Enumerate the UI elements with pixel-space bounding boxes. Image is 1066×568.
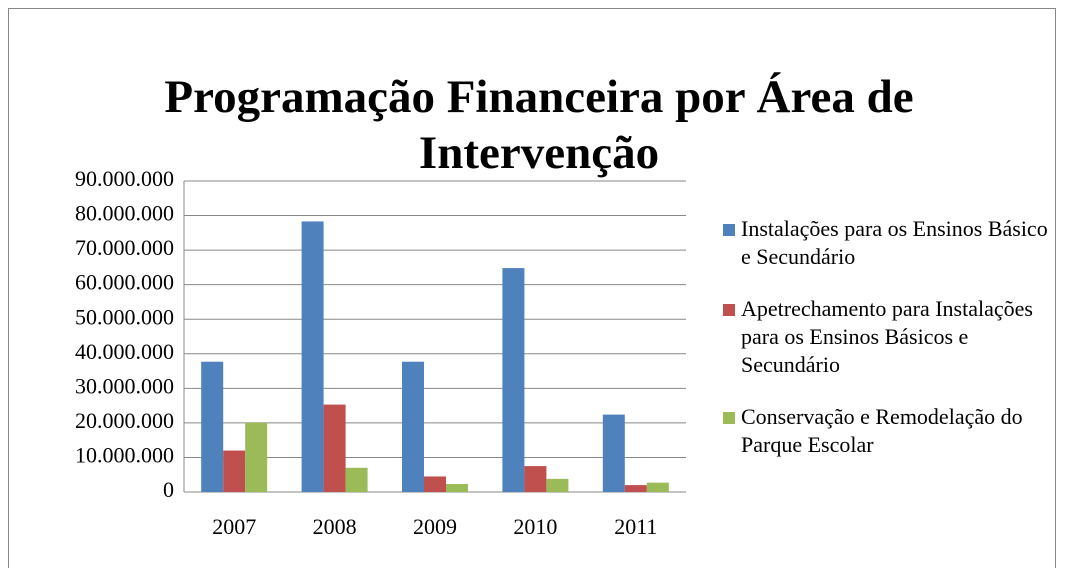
bar <box>402 361 424 492</box>
x-tick-label: 2010 <box>513 514 557 539</box>
chart-title: Programação Financeira por Área de Inter… <box>164 71 914 179</box>
x-tick-label: 2007 <box>212 514 256 539</box>
chart: Programação Financeira por Área de Inter… <box>8 8 1056 568</box>
y-tick-label: 80.000.000 <box>75 201 174 226</box>
y-tick-label: 30.000.000 <box>75 373 174 398</box>
y-tick-label: 20.000.000 <box>75 408 174 433</box>
legend-label: Instalações para os Ensinos Básico e Sec… <box>741 216 1048 269</box>
y-tick-label: 90.000.000 <box>75 166 174 191</box>
bar <box>345 467 368 492</box>
bar <box>245 422 268 492</box>
bar <box>223 450 246 492</box>
bar <box>323 404 346 492</box>
bar <box>624 485 647 492</box>
legend-item: Conservação e Remodelação do Parque Esco… <box>723 403 1053 459</box>
bar <box>524 466 547 492</box>
legend-label: Apetrechamento para Instalações para os … <box>741 296 1033 377</box>
bar <box>424 476 446 492</box>
y-tick-label: 40.000.000 <box>75 339 174 364</box>
bar <box>502 268 525 492</box>
bar <box>446 484 468 492</box>
x-tick-label: 2011 <box>614 514 657 539</box>
legend-swatch <box>723 304 735 316</box>
bar <box>602 414 625 492</box>
legend-label: Conservação e Remodelação do Parque Esco… <box>741 404 1023 457</box>
bar <box>646 482 669 492</box>
plot: 0 10.000.000 20.000.000 30.000.000 40.000.00… <box>75 166 686 539</box>
y-tick-label: 10.000.000 <box>75 442 174 467</box>
bar <box>546 478 569 492</box>
legend-swatch <box>723 412 735 424</box>
legend-item: Instalações para os Ensinos Básico e Sec… <box>723 215 1053 271</box>
y-tick-label: 70.000.000 <box>75 235 174 260</box>
bar <box>201 361 224 492</box>
x-tick-label: 2009 <box>413 514 457 539</box>
bar <box>301 221 324 492</box>
y-tick-label: 50.000.000 <box>75 304 174 329</box>
legend-item: Apetrechamento para Instalações para os … <box>723 295 1053 379</box>
y-tick-label: 0 <box>163 477 174 502</box>
legend: Instalações para os Ensinos Básico e Sec… <box>723 215 1053 483</box>
y-tick-label: 60.000.000 <box>75 270 174 295</box>
legend-swatch <box>723 224 735 236</box>
x-tick-label: 2008 <box>313 514 357 539</box>
